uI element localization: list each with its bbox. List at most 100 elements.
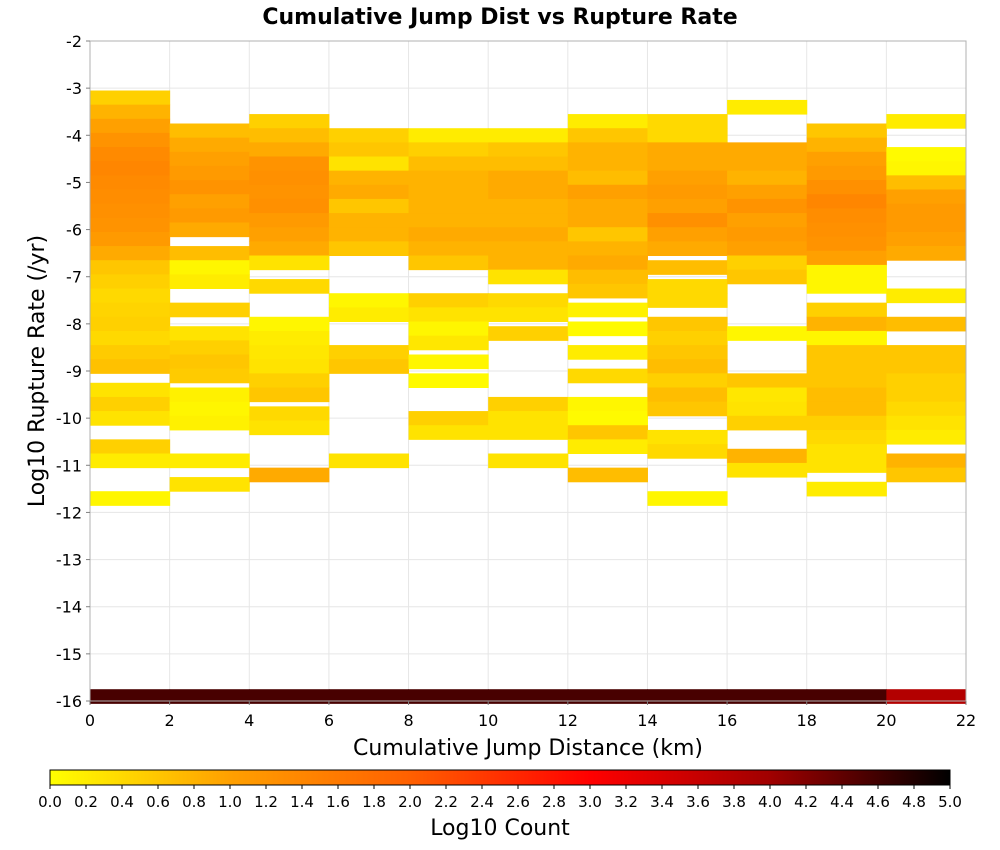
heatmap-cell: [408, 184, 489, 200]
heatmap-cell: [169, 151, 250, 167]
heatmap-cell: [806, 345, 887, 360]
heatmap-cell: [727, 387, 808, 403]
heatmap-cell: [806, 359, 887, 374]
heatmap-cell: [488, 184, 569, 200]
x-axis-ticks: 0 2 4 6 8 10 12 14 16 18 20 22: [85, 701, 976, 730]
heatmap-cell: [567, 396, 648, 412]
heatmap-cell: [806, 387, 887, 403]
heatmap-cell: [488, 326, 569, 341]
heatmap-cell: [488, 128, 569, 143]
y-tick-label: -12: [56, 503, 82, 522]
heatmap-cell: [567, 283, 648, 299]
heatmap-cell: [886, 359, 967, 374]
heatmap-cell: [328, 142, 410, 157]
heatmap-cell: [169, 354, 250, 370]
y-tick-label: -16: [56, 692, 82, 711]
heatmap-cell: [328, 359, 410, 374]
colorbar-tick-label: 3.8: [722, 793, 746, 811]
x-tick-label: 10: [478, 711, 498, 730]
heatmap-cell: [249, 406, 330, 421]
heatmap-cell: [408, 307, 489, 322]
heatmap-cell: [249, 213, 330, 228]
heatmap-cell: [488, 411, 569, 426]
heatmap-cell: [886, 288, 967, 304]
x-tick-label: 14: [637, 711, 657, 730]
heatmap-cell: [90, 161, 171, 176]
heatmap-cell: [408, 354, 489, 370]
heatmap-cell: [249, 255, 330, 271]
heatmap-cell: [169, 194, 250, 209]
heatmap-cell: [169, 208, 250, 223]
heatmap-cell: [886, 345, 967, 360]
heatmap-cell: [886, 246, 967, 261]
heatmap-cell: [886, 467, 967, 483]
heatmap-cell: [727, 227, 808, 242]
chart-title: Cumulative Jump Dist vs Rupture Rate: [262, 5, 737, 30]
heatmap-cell: [567, 321, 648, 337]
colorbar-tick-label: 2.2: [434, 793, 458, 811]
heatmap-cell: [169, 274, 250, 289]
heatmap-cell: [886, 689, 967, 704]
heatmap-cell: [328, 213, 410, 228]
heatmap-cell: [408, 213, 489, 228]
heatmap-cell: [806, 316, 887, 332]
heatmap-cell: [249, 373, 330, 388]
heatmap-cell: [408, 128, 489, 143]
heatmap-cell: [169, 302, 250, 318]
heatmap-cell: [806, 458, 887, 473]
colorbar-tick-label: 2.6: [506, 793, 530, 811]
heatmap-cell: [647, 444, 728, 459]
heatmap-cell: [408, 142, 489, 157]
heatmap-cell: [567, 213, 648, 228]
heatmap-cell: [647, 227, 728, 242]
y-tick-label: -8: [66, 315, 82, 334]
heatmap-cell: [169, 137, 250, 153]
heatmap-cell: [249, 142, 330, 157]
heatmap-cell: [408, 227, 489, 242]
heatmap-cell: [90, 382, 171, 398]
heatmap-cell: [408, 293, 489, 308]
y-tick-label: -5: [66, 173, 82, 192]
heatmap-cell: [647, 128, 728, 143]
heatmap-cell: [488, 255, 569, 271]
heatmap-cell: [647, 345, 728, 360]
heatmap-cell: [886, 429, 967, 445]
heatmap-cell: [169, 368, 250, 384]
heatmap-cell: [408, 335, 489, 351]
heatmap-cell: [249, 359, 330, 374]
heatmap-cell: [727, 448, 808, 464]
heatmap-cell: [90, 439, 171, 454]
heatmap-cell: [886, 231, 967, 247]
heatmap-cell: [90, 316, 171, 332]
heatmap-cell: [328, 307, 410, 322]
heatmap-cell: [567, 411, 648, 426]
heatmap-cell: [886, 203, 967, 219]
colorbar-tick-label: 3.0: [578, 793, 602, 811]
heatmap-cell: [647, 114, 728, 129]
colorbar-tick-label: 0.4: [110, 793, 134, 811]
heatmap-cell: [806, 250, 887, 266]
heatmap-cell: [567, 269, 648, 285]
heatmap-cell: [647, 184, 728, 200]
heatmap-cell: [806, 236, 887, 252]
x-tick-label: 0: [85, 711, 95, 730]
heatmap-cell: [886, 316, 967, 332]
heatmap-cell: [488, 307, 569, 322]
heatmap-cell: [90, 90, 171, 106]
heatmap-cell: [806, 165, 887, 181]
y-tick-label: -9: [66, 362, 82, 381]
heatmap-cell: [488, 241, 569, 256]
heatmap-cells: [90, 90, 967, 704]
x-tick-label: 20: [876, 711, 896, 730]
heatmap-cell: [647, 373, 728, 388]
heatmap-cell: [90, 359, 171, 374]
heatmap-cell: [727, 326, 808, 341]
heatmap-cell: [647, 491, 728, 506]
heatmap-cell: [249, 330, 330, 346]
heatmap-cell: [886, 415, 967, 431]
heatmap-cell: [727, 99, 808, 115]
y-tick-label: -7: [66, 268, 82, 287]
colorbar-tick-label: 2.8: [542, 793, 566, 811]
heatmap-cell: [886, 114, 967, 129]
